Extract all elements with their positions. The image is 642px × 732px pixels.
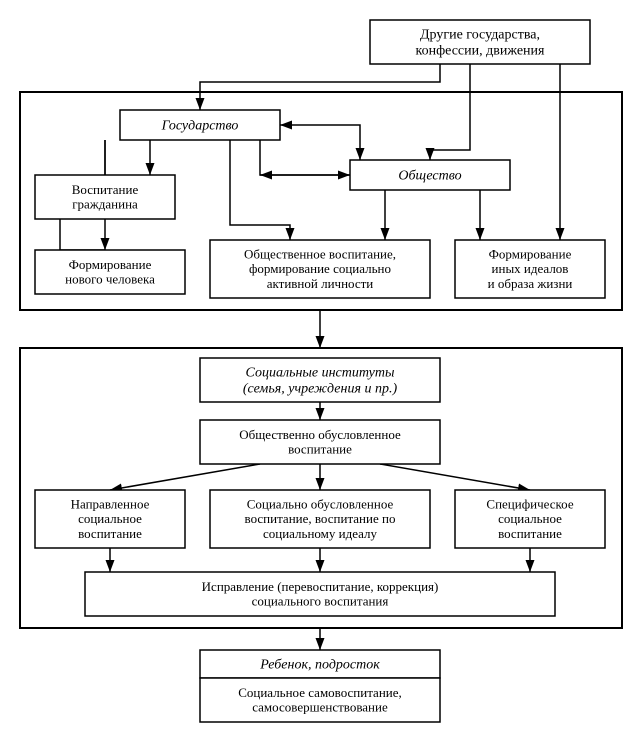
label-pubedu-2: активной личности <box>267 276 374 291</box>
flowchart-canvas: Другие государства,конфессии, движения Го… <box>0 0 642 732</box>
label-inst-0: Социальные институты <box>246 366 395 381</box>
label-specific-2: воспитание <box>498 526 562 541</box>
label-soc-0: Общество <box>398 169 461 184</box>
label-inst-1: (семья, учреждения и пр.) <box>243 382 398 397</box>
label-ideal-1: воспитание, воспитание по <box>245 511 396 526</box>
label-selfedu-0: Социальное самовоспитание, <box>238 685 402 700</box>
label-gov-0: Государство <box>161 119 239 134</box>
label-newman-1: нового человека <box>65 272 155 287</box>
label-top-1: конфессии, движения <box>416 44 546 59</box>
arrow-0 <box>200 64 440 110</box>
arrow-6 <box>280 125 360 160</box>
label-directed-0: Направленное <box>71 496 150 511</box>
label-ideal-2: социальному идеалу <box>263 526 378 541</box>
label-pubedu-1: формирование социально <box>249 261 391 276</box>
label-ideal-0: Социально обусловленное <box>247 496 394 511</box>
arrow-7 <box>260 140 350 175</box>
label-directed-1: социальное <box>78 511 142 526</box>
label-top-0: Другие государства, <box>420 28 540 43</box>
label-specific-1: социальное <box>498 511 562 526</box>
label-directed-2: воспитание <box>78 526 142 541</box>
label-newman-0: Формирование <box>69 257 152 272</box>
label-citizen-1: гражданина <box>72 197 138 212</box>
label-specific-0: Специфическое <box>486 496 573 511</box>
arrow-16 <box>380 464 530 490</box>
label-correction-0: Исправление (перевоспитание, коррекция) <box>202 579 439 594</box>
label-ideals-1: иных идеалов <box>492 261 569 276</box>
label-child-0: Ребенок, подросток <box>259 658 380 673</box>
label-citizen-0: Воспитание <box>72 182 139 197</box>
label-ideals-0: Формирование <box>489 246 572 261</box>
label-selfedu-1: самосовершенствование <box>252 700 388 715</box>
edges-group <box>60 64 560 650</box>
label-condedu-1: воспитание <box>288 442 352 457</box>
label-correction-1: социального воспитания <box>252 594 389 609</box>
arrow-14 <box>110 464 260 490</box>
label-pubedu-0: Общественное воспитание, <box>244 246 396 261</box>
label-ideals-2: и образа жизни <box>488 276 573 291</box>
label-condedu-0: Общественно обусловленное <box>239 427 401 442</box>
arrow-1 <box>430 64 470 160</box>
